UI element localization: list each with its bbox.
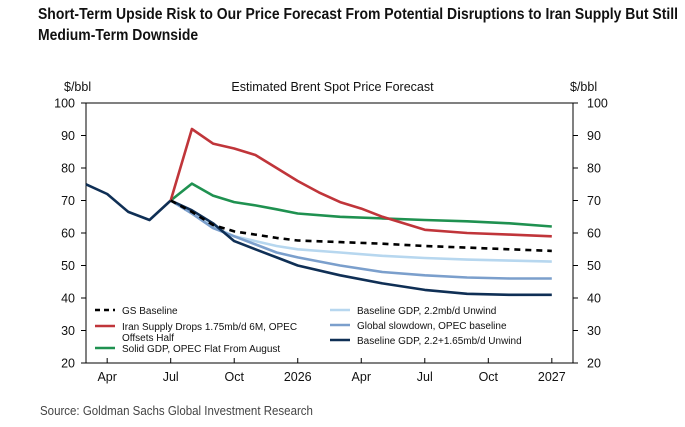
x-tick-label: 2027 — [538, 370, 566, 384]
y-tick-label-left: 60 — [61, 227, 75, 241]
y-tick-label-left: 30 — [61, 324, 75, 338]
x-tick-label: 2026 — [284, 370, 312, 384]
y-tick-label-left: 20 — [61, 357, 75, 371]
y-tick-label-right: 60 — [587, 227, 601, 241]
x-tick-label: Apr — [97, 370, 116, 384]
series-line-solid_gdp — [169, 182, 552, 228]
y-tick-label-right: 90 — [587, 129, 601, 143]
y-tick-label-right: 20 — [587, 357, 601, 371]
y-tick-label-left: 50 — [61, 259, 75, 273]
series-line-gs_baseline — [170, 199, 552, 253]
y-tick-label-right: 100 — [587, 97, 608, 111]
y-tick-label-right: 80 — [587, 162, 601, 176]
chart-headline: Short-Term Upside Risk to Our Price Fore… — [38, 4, 678, 46]
y-tick-label-right: 40 — [587, 292, 601, 306]
brent-forecast-chart: Estimated Brent Spot Price Forecast $/bbl… — [54, 80, 608, 384]
x-tick-label: Oct — [479, 370, 499, 384]
series-line-global_slowdown — [170, 199, 552, 280]
headline-line-2: Medium-Term Downside — [38, 27, 199, 44]
y-tick-label-left: 100 — [54, 97, 75, 111]
y-tick-label-right: 50 — [587, 259, 601, 273]
legend-item-iran-label: Iran Supply Drops 1.75mb/d 6M, OPEC — [122, 322, 297, 333]
y-axis-label-right: $/bbl — [570, 80, 597, 94]
y-tick-label-left: 70 — [61, 194, 75, 208]
y-tick-label-right: 70 — [587, 194, 601, 208]
x-tick-label: Jul — [163, 370, 179, 384]
y-tick-label-right: 30 — [587, 324, 601, 338]
x-tick-label: Jul — [417, 370, 433, 384]
y-tick-label-left: 90 — [61, 129, 75, 143]
legend-item-solid_gdp-label: Solid GDP, OPEC Flat From August — [122, 344, 280, 355]
legend-item-gs_baseline-label: GS Baseline — [122, 306, 178, 317]
x-tick-label: Apr — [352, 370, 371, 384]
headline-line-1: Short-Term Upside Risk to Our Price Fore… — [38, 6, 678, 23]
legend-item-baseline_gdp-label: Baseline GDP, 2.2mb/d Unwind — [357, 306, 496, 317]
y-axis-label-left: $/bbl — [64, 80, 91, 94]
legend-item-baseline_unwind-label: Baseline GDP, 2.2+1.65mb/d Unwind — [357, 336, 522, 347]
chart-title: Estimated Brent Spot Price Forecast — [231, 80, 434, 94]
source-note: Source: Goldman Sachs Global Investment … — [40, 404, 313, 418]
y-tick-label-left: 80 — [61, 162, 75, 176]
series-line-iran — [169, 127, 552, 238]
legend-item-iran-label-cont: Offsets Half — [122, 333, 174, 344]
series-line-baseline_unwind — [85, 183, 552, 297]
x-tick-label: Oct — [224, 370, 244, 384]
legend-item-global_slowdown-label: Global slowdown, OPEC baseline — [357, 321, 507, 332]
series-line-baseline_gdp — [170, 199, 552, 263]
y-tick-label-left: 40 — [61, 292, 75, 306]
